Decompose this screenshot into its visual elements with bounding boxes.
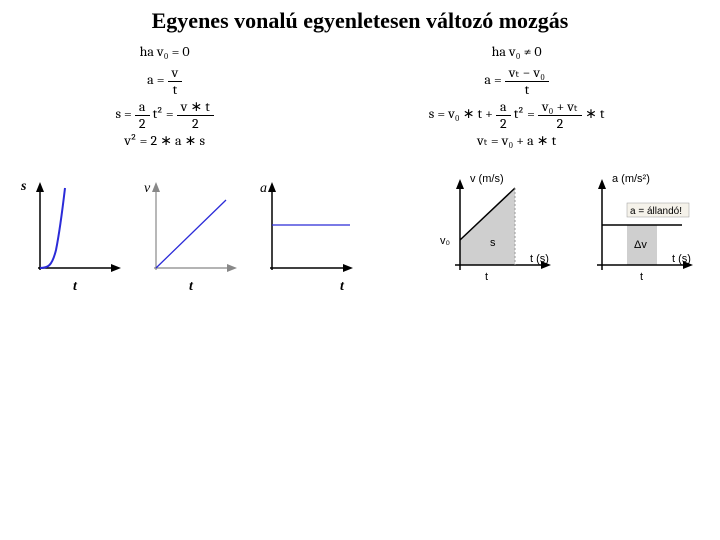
chart-a-t-const: a = állandó! a (m/s²) t (s) Δv t bbox=[572, 170, 702, 300]
eq-s-num1: a bbox=[135, 99, 150, 115]
eq-s2-mid: t² = bbox=[514, 105, 535, 122]
page-title: Egyenes vonalú egyenletesen változó mozg… bbox=[8, 8, 712, 34]
eq-s2-tail: ∗ t bbox=[585, 105, 604, 122]
eq-s-den1: 2 bbox=[135, 116, 150, 131]
xlabel-ts1: t (s) bbox=[530, 253, 549, 265]
xlabel-ts2: t (s) bbox=[672, 253, 691, 265]
eq-s2-lhs: s = v₀ ∗ t + bbox=[429, 105, 493, 122]
dv-label: Δv bbox=[634, 239, 647, 251]
eq-s: s = a2 t² = v ∗ t2 bbox=[115, 99, 213, 131]
v0-label: v₀ bbox=[440, 235, 450, 247]
charts-left-group: s t v t a t bbox=[18, 170, 360, 300]
equations-left: ha v₀ = 0 a = vt s = a2 t² = v ∗ t2 v² =… bbox=[115, 44, 213, 150]
t-label2: t bbox=[640, 271, 643, 283]
eq-a2-lhs: a = bbox=[484, 72, 501, 89]
shade-s bbox=[460, 188, 515, 265]
chart-a-t: a t bbox=[250, 170, 360, 300]
eq-a2: a = vₜ − v₀t bbox=[429, 65, 605, 97]
eq-a-num: v bbox=[168, 65, 183, 81]
eq-s-lhs: s = bbox=[115, 105, 131, 122]
ylabel-ams2: a (m/s²) bbox=[612, 173, 650, 185]
cond-left: ha v₀ = 0 bbox=[115, 44, 213, 59]
curve-s bbox=[40, 188, 65, 268]
t-label1: t bbox=[485, 271, 488, 283]
eq-a-den: t bbox=[168, 82, 183, 97]
eq-s2-den1: 2 bbox=[496, 116, 511, 131]
eq-a2-den: t bbox=[505, 82, 549, 97]
charts-row: s t v t a t bbox=[8, 170, 712, 300]
s-label: s bbox=[490, 237, 496, 249]
cond-right: ha v₀ ≠ 0 bbox=[429, 44, 605, 59]
eq-s2-den2: 2 bbox=[538, 116, 582, 131]
eq-s-den2: 2 bbox=[177, 116, 214, 131]
eq-s2-num2: v₀ + vₜ bbox=[538, 99, 582, 115]
ylabel-v: v bbox=[144, 181, 151, 196]
chart-v-t-v0: v (m/s) t (s) v₀ s t bbox=[430, 170, 560, 300]
ylabel-a: a bbox=[260, 181, 267, 196]
annot-const: a = állandó! bbox=[630, 206, 682, 217]
eq-a-lhs: a = bbox=[147, 72, 164, 89]
xlabel-t3: t bbox=[340, 279, 345, 294]
xlabel-t1: t bbox=[73, 279, 78, 294]
eq-a2-num: vₜ − v₀ bbox=[505, 65, 549, 81]
ylabel-vms: v (m/s) bbox=[470, 173, 504, 185]
xlabel-t2: t bbox=[189, 279, 194, 294]
eq-v2: v² = 2 ∗ a ∗ s bbox=[115, 133, 213, 148]
chart-s-t: s t bbox=[18, 170, 128, 300]
eq-vt: vₜ = v₀ + a ∗ t bbox=[429, 133, 605, 148]
equations-row: ha v₀ = 0 a = vt s = a2 t² = v ∗ t2 v² =… bbox=[8, 44, 712, 150]
eq-a: a = vt bbox=[115, 65, 213, 97]
line-v bbox=[156, 200, 226, 268]
eq-s-num2: v ∗ t bbox=[177, 99, 214, 115]
charts-right-group: v (m/s) t (s) v₀ s t a = állandó! a (m/s… bbox=[430, 170, 702, 300]
eq-s2: s = v₀ ∗ t + a2 t² = v₀ + vₜ2 ∗ t bbox=[429, 99, 605, 131]
eq-s2-num1: a bbox=[496, 99, 511, 115]
chart-v-t: v t bbox=[134, 170, 244, 300]
equations-right: ha v₀ ≠ 0 a = vₜ − v₀t s = v₀ ∗ t + a2 t… bbox=[429, 44, 605, 150]
ylabel-s: s bbox=[20, 179, 27, 194]
eq-s-mid: t² = bbox=[153, 105, 174, 122]
